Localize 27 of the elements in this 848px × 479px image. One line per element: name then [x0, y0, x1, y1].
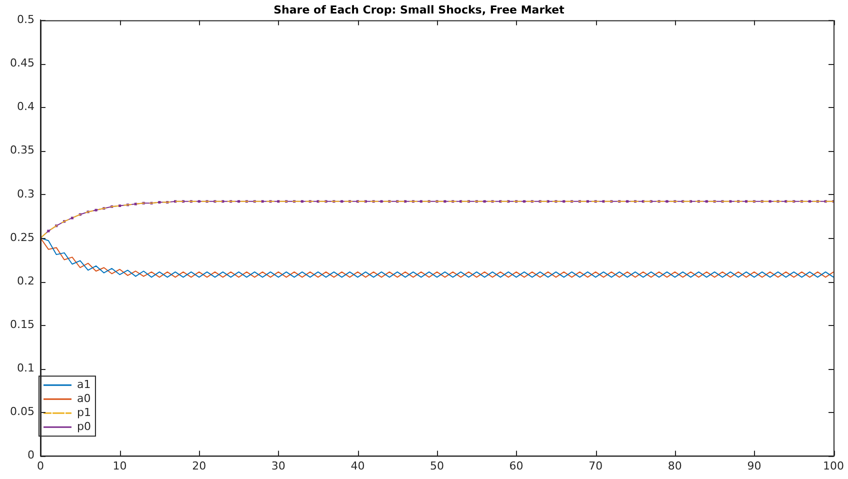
- x-tick-label: 80: [668, 459, 682, 472]
- y-tick-label: 0.3: [16, 187, 34, 200]
- legend-label: a1: [76, 378, 91, 391]
- y-tick-label: 0.5: [16, 13, 34, 26]
- y-tick-label: 0.45: [10, 56, 34, 70]
- y-tick-label: 0.1: [16, 362, 34, 375]
- x-tick-label: 40: [350, 459, 365, 472]
- y-tick-label: 0.15: [10, 318, 34, 331]
- y-tick-label: 0: [27, 448, 34, 462]
- x-tick-label: 20: [192, 459, 206, 472]
- y-tick-label: 0.05: [10, 405, 34, 418]
- x-tick-label: 0: [36, 459, 44, 472]
- y-tick-label: 0.4: [16, 100, 34, 114]
- x-tick-label: 70: [588, 459, 603, 472]
- x-tick-label: 100: [823, 459, 844, 472]
- x-tick-label: 60: [509, 459, 524, 472]
- y-tick-label: 0.35: [10, 144, 34, 157]
- x-tick-label: 50: [430, 459, 444, 472]
- y-tick-label: 0.2: [16, 274, 34, 288]
- y-tick-label: 0.25: [10, 230, 34, 244]
- x-tick-label: 10: [112, 459, 127, 472]
- x-tick-label: 90: [747, 459, 762, 472]
- x-tick-label: 30: [271, 459, 286, 472]
- chart-title: Share of Each Crop: Small Shocks, Free Market: [274, 3, 564, 16]
- legend-label: p1: [76, 406, 91, 419]
- legend-label: p0: [76, 420, 91, 433]
- legend-label: a0: [76, 392, 91, 405]
